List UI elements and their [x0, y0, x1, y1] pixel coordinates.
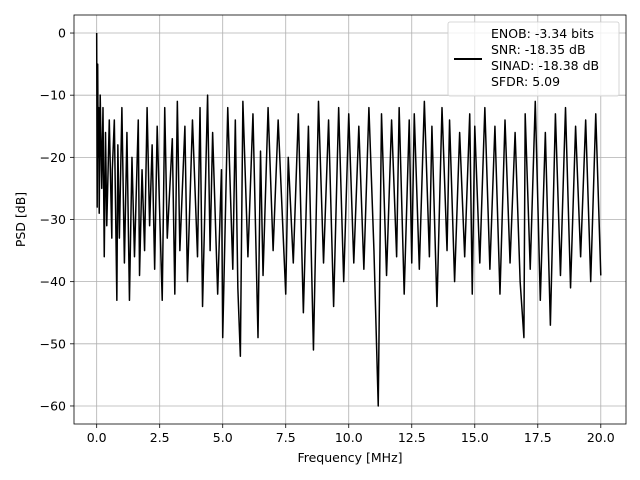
x-axis-label: Frequency [MHz]: [297, 450, 402, 465]
legend-sfdr: SFDR: 5.09: [491, 74, 560, 89]
y-axis-ticks: 0 −10 −20 −30 −40 −50 −60: [40, 26, 74, 413]
psd-series-line: [95, 33, 602, 407]
legend-sinad: SINAD: -18.38 dB: [491, 58, 599, 73]
x-tick-label: 2.5: [150, 430, 170, 445]
legend-snr: SNR: -18.35 dB: [491, 42, 586, 57]
series-group: [95, 33, 602, 407]
x-tick-label: 17.5: [524, 430, 552, 445]
y-tick-label: −60: [40, 398, 66, 413]
x-tick-label: 20.0: [587, 430, 615, 445]
legend: ENOB: -3.34 bits SNR: -18.35 dB SINAD: -…: [447, 21, 620, 97]
x-tick-label: 12.5: [398, 430, 426, 445]
y-tick-label: 0: [58, 26, 66, 41]
x-axis-ticks: 0.0 2.5 5.0 7.5 10.0 12.5 15.0 17.5 20.0: [87, 424, 615, 445]
x-tick-label: 10.0: [335, 430, 363, 445]
y-axis-label: PSD [dB]: [13, 192, 28, 247]
legend-enob: ENOB: -3.34 bits: [491, 26, 594, 41]
x-tick-label: 15.0: [461, 430, 489, 445]
y-tick-label: −50: [40, 336, 66, 351]
y-tick-label: −20: [40, 150, 66, 165]
y-tick-label: −40: [40, 274, 66, 289]
x-tick-label: 7.5: [276, 430, 296, 445]
y-tick-label: −30: [40, 212, 66, 227]
x-tick-label: 5.0: [213, 430, 233, 445]
legend-box: [447, 21, 620, 97]
y-tick-label: −10: [40, 88, 66, 103]
x-tick-label: 0.0: [87, 430, 107, 445]
